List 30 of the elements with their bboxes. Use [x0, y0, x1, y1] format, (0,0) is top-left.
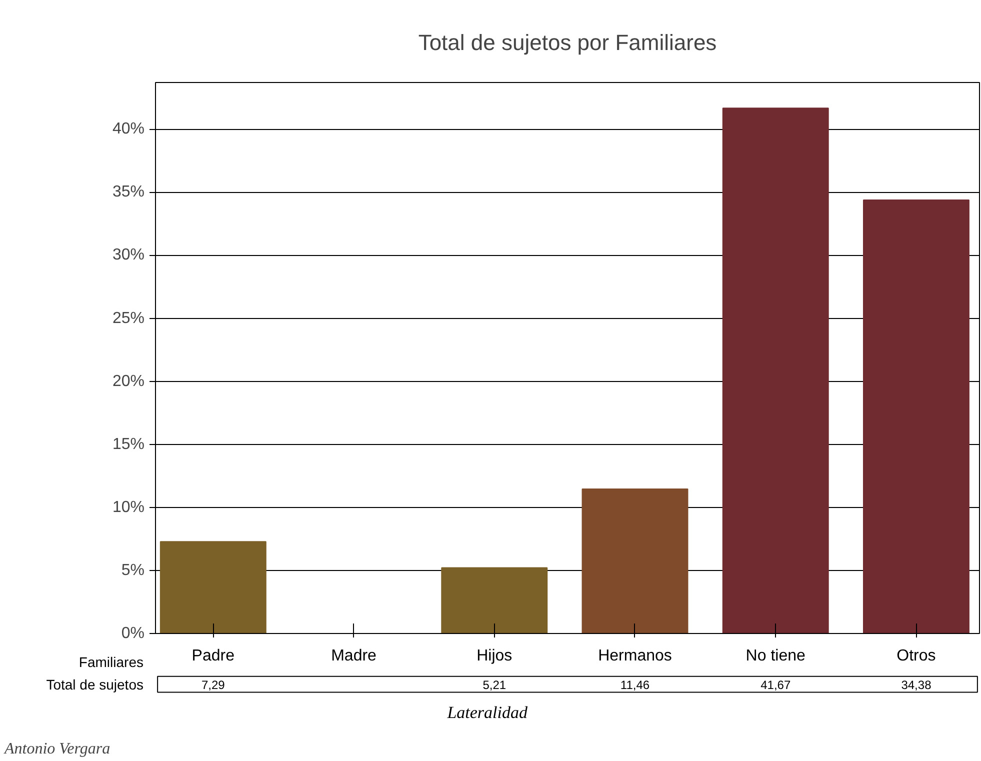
x-axis-title: Lateralidad: [446, 703, 528, 722]
x-tick-label: Hijos: [476, 648, 512, 664]
x-tick-label: Padre: [192, 648, 235, 664]
y-tick-label: 20%: [112, 372, 145, 390]
bar: [441, 567, 548, 634]
text: Familiares: [78, 654, 144, 670]
y-tick-label: 35%: [112, 184, 145, 201]
x-tick-label: Otros: [896, 648, 936, 664]
bar: [582, 488, 688, 634]
x-tick-label: Hermanos: [598, 648, 672, 664]
x-tick-label: Madre: [331, 648, 377, 664]
chart-title: Total de sujetos por Familiares: [418, 30, 717, 55]
y-tick-label: 30%: [112, 246, 145, 264]
y-tick-label: 15%: [112, 436, 145, 453]
y-tick-label: 25%: [112, 310, 145, 327]
y-tick-label: 0%: [121, 625, 144, 642]
y-tick-label: 10%: [112, 498, 145, 516]
data-label: 34,38: [901, 678, 932, 692]
data-label: 11,46: [620, 678, 650, 692]
data-label: 41,67: [760, 678, 791, 692]
text: Antonio Vergara: [4, 740, 110, 758]
bar: [862, 200, 970, 634]
bar: [722, 108, 829, 634]
text: Total de sujetos: [46, 676, 144, 692]
y-tick-label: 40%: [112, 120, 145, 138]
y-tick-label: 5%: [121, 562, 144, 579]
data-label: 5,21: [482, 678, 506, 692]
x-tick-label: No tiene: [746, 648, 806, 664]
data-label: 7,29: [201, 678, 226, 692]
bar: [160, 541, 266, 634]
